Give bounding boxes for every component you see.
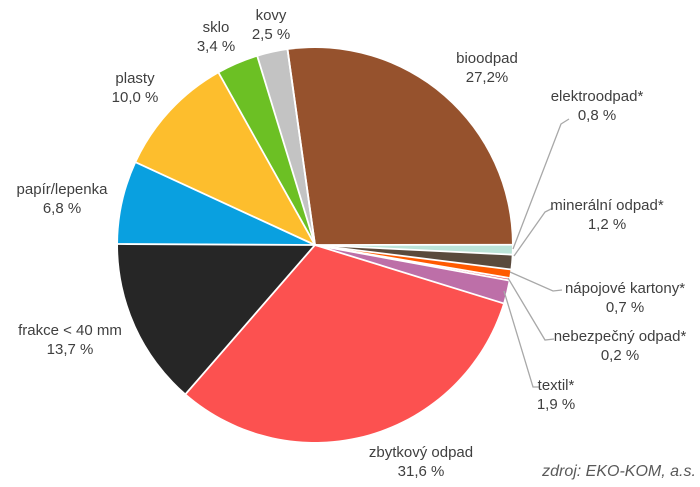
source-note: zdroj: EKO-KOM, a.s. bbox=[542, 463, 696, 480]
slice-label-name: nebezpečný odpad* bbox=[553, 328, 687, 345]
slice-separator bbox=[256, 55, 316, 246]
slice-label-value: 1,9 % bbox=[536, 396, 576, 413]
slice-label-nebezpecny-odpad: nebezpečný odpad* 0,2 % bbox=[554, 327, 687, 365]
pie-slice-sklo bbox=[218, 56, 315, 245]
leader-line-elektroodpad bbox=[512, 118, 570, 250]
slice-label-elektroodpad: elektroodpad* 0,8 % bbox=[551, 87, 644, 125]
slice-label-name: plasty bbox=[115, 70, 155, 87]
slice-separator bbox=[314, 244, 512, 271]
slice-label-plasty: plasty 10,0 % bbox=[112, 69, 159, 107]
slice-label-value: 0,8 % bbox=[577, 107, 617, 124]
leader-lines-layer bbox=[503, 118, 570, 388]
slice-label-bioodpad: bioodpad 27,2% bbox=[456, 49, 518, 87]
slice-label-name: kovy bbox=[255, 7, 287, 24]
slice-label-value: 6,8 % bbox=[42, 200, 82, 217]
slice-label-name: papír/lepenka bbox=[16, 181, 108, 198]
slice-label-value: 10,0 % bbox=[111, 89, 159, 106]
slice-label-napojove-kartony: nápojové kartony* 0,7 % bbox=[565, 279, 685, 317]
pie-slice-frakce-pod-40mm bbox=[118, 244, 315, 394]
slice-separator bbox=[314, 244, 505, 305]
slice-label-name: nápojové kartony* bbox=[564, 280, 686, 297]
slice-label-frakce-pod-40mm: frakce < 40 mm 13,7 % bbox=[18, 321, 122, 359]
slice-separator bbox=[314, 244, 510, 282]
pie-slice-plasty bbox=[136, 73, 315, 245]
slice-label-mineralni-odpad: minerální odpad* 1,2 % bbox=[550, 196, 663, 234]
slice-separator bbox=[217, 71, 316, 246]
slice-label-textil: textil* 1,9 % bbox=[537, 376, 575, 414]
slice-label-name: minerální odpad* bbox=[550, 197, 664, 214]
slice-label-value: 2,5 % bbox=[251, 26, 291, 43]
slice-label-value: 0,7 % bbox=[605, 299, 645, 316]
pie-slice-zbytkovy-odpad bbox=[185, 245, 504, 442]
leader-line-textil bbox=[503, 290, 539, 388]
slice-label-name: bioodpad bbox=[456, 50, 518, 67]
slice-label-name: sklo bbox=[202, 19, 230, 36]
slice-separator bbox=[184, 244, 316, 396]
pie-slices-layer bbox=[116, 47, 514, 442]
leader-line-mineralni-odpad bbox=[513, 207, 554, 257]
slice-label-name: frakce < 40 mm bbox=[18, 322, 122, 339]
slice-label-name: textil* bbox=[537, 377, 575, 394]
slice-label-papir-lepenka: papír/lepenka 6,8 % bbox=[17, 180, 108, 218]
leader-line-napojove-kartony bbox=[509, 271, 563, 292]
slice-label-value: 13,7 % bbox=[46, 341, 94, 358]
slice-separator bbox=[286, 48, 316, 246]
slice-label-value: 31,6 % bbox=[397, 463, 445, 480]
slice-label-value: 1,2 % bbox=[587, 216, 627, 233]
slice-label-value: 3,4 % bbox=[196, 38, 236, 55]
slice-separator bbox=[134, 161, 316, 246]
slice-separator bbox=[116, 243, 316, 246]
slice-label-value: 27,2% bbox=[465, 69, 509, 86]
slice-separator bbox=[314, 244, 513, 256]
pie-slice-papir-lepenka bbox=[118, 162, 315, 245]
slice-label-value: 0,2 % bbox=[600, 347, 640, 364]
leader-line-nebezpecny-odpad bbox=[507, 277, 555, 341]
slice-label-sklo: sklo 3,4 % bbox=[197, 18, 235, 56]
slice-label-zbytkovy-odpad: zbytkový odpad 31,6 % bbox=[369, 443, 473, 481]
slice-label-name: zbytkový odpad bbox=[368, 444, 474, 461]
slice-label-kovy: kovy 2,5 % bbox=[252, 6, 290, 44]
slice-label-name: elektroodpad* bbox=[550, 88, 644, 105]
pie-slice-bioodpad bbox=[287, 47, 512, 245]
